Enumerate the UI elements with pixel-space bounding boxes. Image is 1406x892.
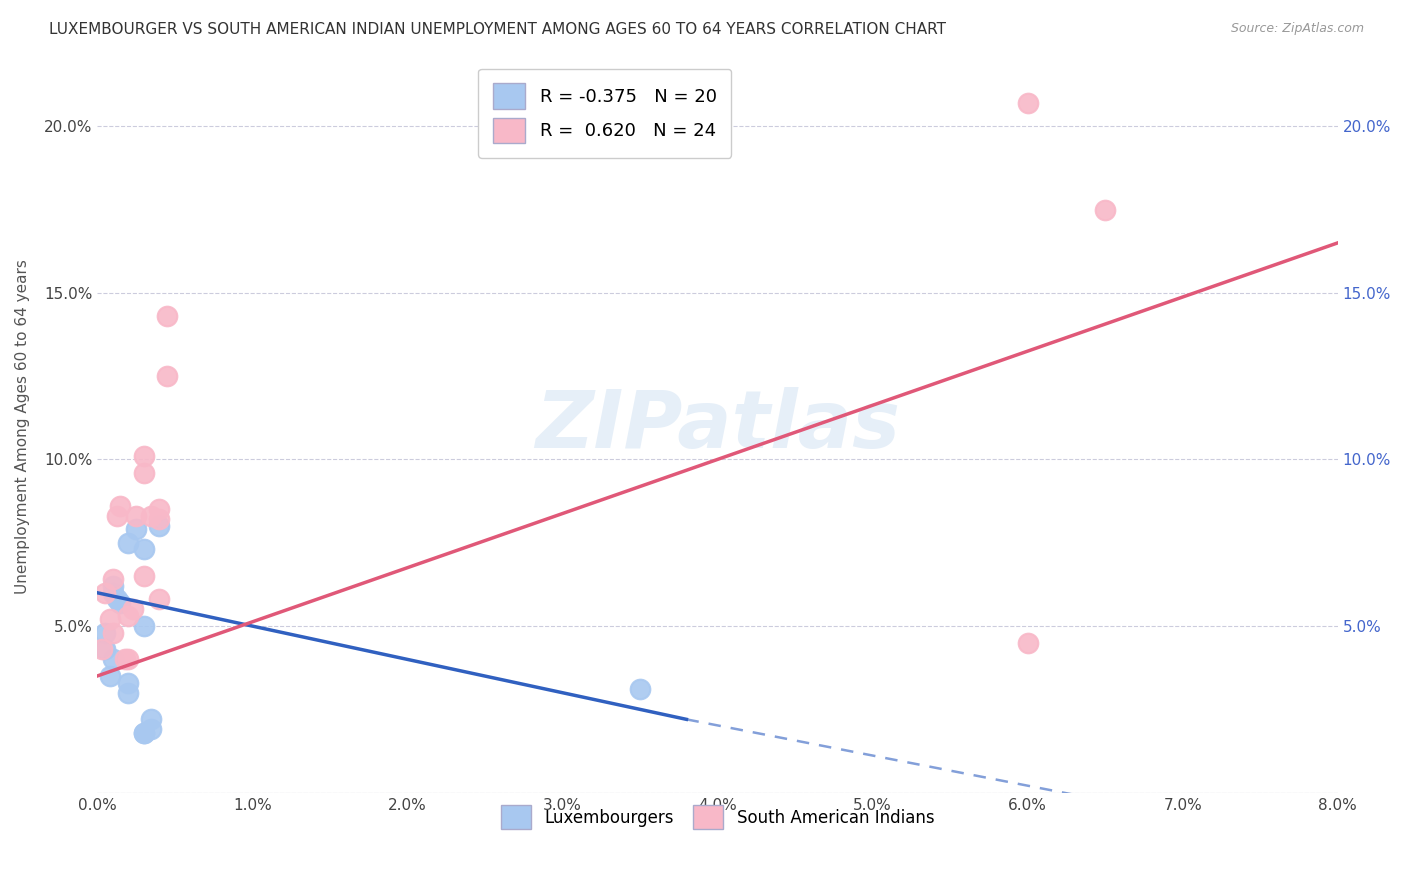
Point	[110, 596, 132, 610]
Point	[132, 449, 155, 463]
Point	[117, 675, 139, 690]
Point	[101, 585, 124, 599]
Y-axis label: Unemployment Among Ages 60 to 64 years: Unemployment Among Ages 60 to 64 years	[15, 259, 30, 593]
Point	[132, 466, 155, 480]
Point	[101, 579, 124, 593]
Point	[125, 509, 148, 524]
Point	[101, 652, 124, 666]
Point	[132, 569, 155, 583]
Text: LUXEMBOURGER VS SOUTH AMERICAN INDIAN UNEMPLOYMENT AMONG AGES 60 TO 64 YEARS COR: LUXEMBOURGER VS SOUTH AMERICAN INDIAN UN…	[49, 22, 946, 37]
Point	[141, 723, 163, 737]
Point	[148, 592, 170, 607]
Point	[117, 609, 139, 624]
Point	[1017, 95, 1039, 110]
Point	[156, 309, 179, 323]
Point	[141, 712, 163, 726]
Point	[148, 512, 170, 526]
Point	[121, 602, 143, 616]
Point	[117, 686, 139, 700]
Point	[94, 625, 117, 640]
Point	[1017, 636, 1039, 650]
Point	[148, 502, 170, 516]
Point	[141, 509, 163, 524]
Point	[90, 642, 112, 657]
Point	[101, 625, 124, 640]
Point	[98, 669, 121, 683]
Point	[132, 542, 155, 557]
Point	[132, 619, 155, 633]
Point	[117, 652, 139, 666]
Point	[1094, 202, 1116, 217]
Point	[156, 369, 179, 384]
Point	[101, 573, 124, 587]
Point	[105, 509, 128, 524]
Text: ZIPatlas: ZIPatlas	[534, 387, 900, 465]
Point	[94, 585, 117, 599]
Point	[117, 535, 139, 549]
Point	[114, 652, 136, 666]
Point	[148, 519, 170, 533]
Point	[94, 642, 117, 657]
Point	[132, 725, 155, 739]
Legend: Luxembourgers, South American Indians: Luxembourgers, South American Indians	[494, 798, 941, 836]
Point	[105, 592, 128, 607]
Text: Source: ZipAtlas.com: Source: ZipAtlas.com	[1230, 22, 1364, 36]
Point	[132, 725, 155, 739]
Point	[110, 499, 132, 513]
Point	[628, 682, 651, 697]
Point	[125, 523, 148, 537]
Point	[98, 612, 121, 626]
